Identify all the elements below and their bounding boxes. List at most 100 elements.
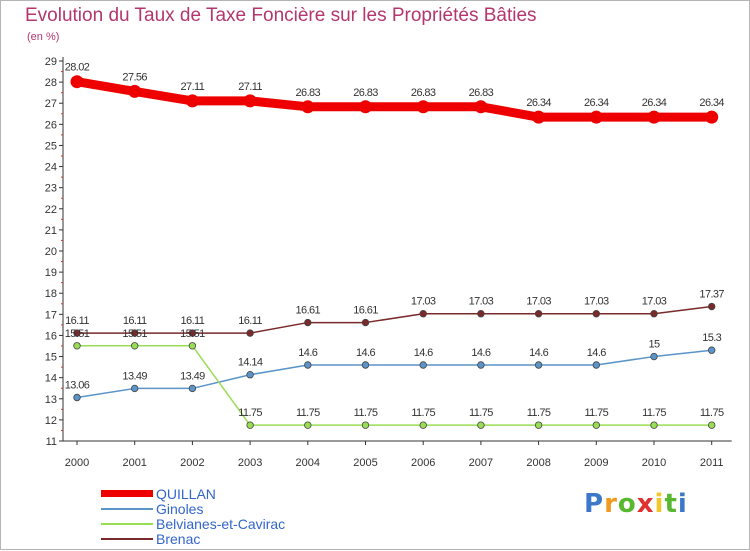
y-tick-label: 17 (45, 309, 57, 321)
x-tick-label: 2008 (526, 457, 550, 469)
x-tick-label: 2006 (411, 457, 435, 469)
data-point (73, 342, 81, 350)
data-point (592, 421, 600, 429)
data-point (647, 110, 661, 124)
proxiti-logo: Proxiti (584, 489, 688, 519)
x-tick-label: 2011 (700, 457, 724, 469)
data-point (650, 352, 658, 361)
x-tick-label: 2005 (353, 457, 377, 469)
y-tick-label: 27 (45, 98, 57, 110)
data-label: 11.75 (642, 407, 666, 419)
data-point (708, 346, 716, 354)
data-point (474, 100, 488, 114)
data-point (304, 361, 312, 369)
data-label: 15 (648, 339, 660, 351)
legend-swatch (101, 523, 153, 525)
legend-label: Brenac (156, 531, 201, 547)
data-label: 17.03 (584, 296, 609, 308)
data-point (650, 310, 658, 318)
data-label: 17.03 (469, 296, 494, 308)
data-label: 15.3 (702, 332, 721, 344)
data-point (359, 100, 372, 114)
data-point (73, 393, 81, 402)
data-point (477, 421, 485, 429)
data-point (130, 384, 139, 393)
data-label: 11.75 (238, 407, 262, 419)
data-point (477, 361, 485, 369)
data-label: 13.06 (65, 380, 90, 392)
y-tick-label: 25 (45, 140, 57, 152)
data-point (532, 110, 546, 124)
data-point (128, 84, 142, 98)
data-point (416, 100, 430, 114)
data-point (188, 342, 197, 350)
data-label: 17.03 (526, 296, 551, 308)
data-label: 17.03 (411, 296, 436, 308)
data-label: 11.75 (584, 407, 608, 419)
data-point (130, 329, 139, 337)
y-tick-label: 28 (45, 77, 57, 89)
data-point (592, 310, 600, 318)
logo-letter: x (636, 489, 655, 519)
data-label: 14.6 (298, 347, 317, 359)
y-tick-label: 13 (45, 394, 57, 406)
x-tick-label: 2003 (238, 457, 262, 469)
x-tick-label: 2009 (584, 457, 608, 469)
x-tick-label: 2001 (122, 457, 146, 469)
data-label: 16.11 (65, 315, 89, 327)
data-label: 14.6 (356, 347, 375, 359)
y-tick-label: 20 (45, 246, 57, 258)
data-label: 26.34 (584, 97, 609, 109)
data-point (650, 421, 658, 429)
logo-letter: o (617, 489, 637, 519)
data-label: 27.11 (238, 81, 262, 93)
y-tick-label: 21 (45, 225, 57, 237)
y-tick-label: 16 (45, 330, 57, 342)
data-label: 15.51 (180, 328, 205, 340)
data-point (419, 310, 427, 318)
logo-letter: t (664, 489, 678, 519)
legend-item-brenac: Brenac (101, 531, 361, 547)
data-point (246, 329, 254, 337)
data-label: 16.11 (181, 315, 205, 327)
legend-item-belvianes-et-cavirac: Belvianes-et-Cavirac (101, 516, 361, 532)
data-label: 15.51 (122, 328, 147, 340)
y-tick-label: 26 (45, 119, 57, 131)
x-tick-label: 2010 (642, 457, 666, 469)
data-point (246, 421, 254, 429)
data-point (477, 310, 485, 318)
data-label: 27.56 (122, 71, 147, 83)
logo-letter: i (677, 489, 688, 519)
data-label: 26.34 (642, 97, 667, 109)
legend-label: QUILLAN (156, 486, 216, 502)
x-tick-label: 2004 (296, 457, 320, 469)
series-points (70, 75, 719, 429)
data-label: 11.75 (411, 407, 435, 419)
data-label: 15.51 (65, 328, 90, 340)
data-label: 26.83 (411, 87, 436, 99)
legend: QUILLAN Ginoles Belvianes-et-Cavirac Bre… (101, 486, 361, 547)
chart-unit-label: (en %) (27, 31, 60, 43)
logo-letter: r (604, 489, 618, 519)
logo-letter: P (584, 489, 605, 519)
data-label: 27.11 (181, 81, 205, 93)
data-label: 17.03 (642, 296, 667, 308)
data-label: 16.61 (353, 305, 378, 317)
data-label: 11.75 (700, 407, 724, 419)
y-tick-label: 23 (45, 183, 57, 195)
data-label: 11.75 (296, 407, 320, 419)
data-label: 14.6 (471, 347, 490, 359)
data-label: 17.37 (699, 289, 724, 301)
data-point (246, 371, 254, 379)
data-label: 26.83 (353, 87, 378, 99)
data-point (419, 361, 427, 369)
data-point (243, 94, 257, 108)
series-line-ginoles (76, 349, 713, 399)
data-point (188, 384, 197, 393)
data-point (534, 310, 543, 318)
data-point (361, 318, 370, 327)
data-label: 11.75 (354, 407, 378, 419)
data-label: 11.75 (527, 407, 551, 419)
